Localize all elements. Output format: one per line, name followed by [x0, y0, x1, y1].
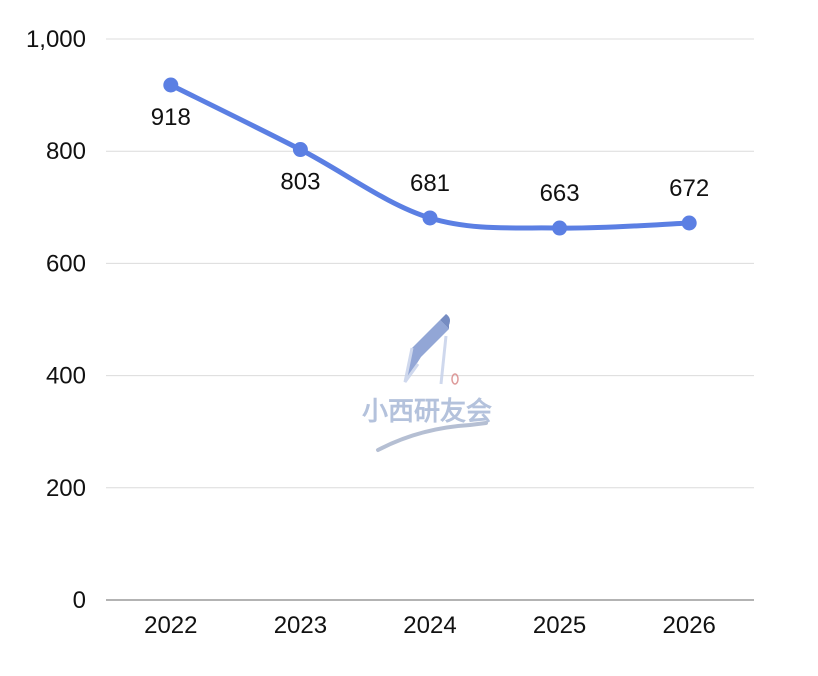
watermark: 小西研友会 [362, 314, 492, 452]
y-tick-label: 600 [46, 250, 86, 277]
data-point [163, 77, 179, 93]
data-label: 672 [669, 175, 709, 202]
y-tick-label: 0 [73, 587, 86, 614]
y-tick-label: 200 [46, 475, 86, 502]
data-label: 918 [151, 104, 191, 131]
x-tick-label: 2022 [144, 612, 197, 639]
x-tick-label: 2025 [533, 612, 586, 639]
x-axis: 2022 2023 2024 2025 2026 [144, 612, 716, 639]
data-point [681, 215, 697, 231]
y-tick-label: 800 [46, 138, 86, 165]
x-tick-label: 2024 [403, 612, 456, 639]
y-axis: 0 200 400 600 800 1,000 [26, 26, 86, 614]
data-label: 663 [540, 180, 580, 207]
data-point [422, 210, 438, 226]
pen-icon [403, 314, 459, 385]
data-point [552, 220, 568, 236]
y-tick-label: 400 [46, 363, 86, 390]
watermark-text: 小西研友会 [362, 397, 492, 427]
x-tick-label: 2026 [663, 612, 716, 639]
watermark-swoosh [376, 421, 488, 452]
grid-lines [106, 38, 754, 601]
data-label: 803 [280, 169, 320, 196]
series-line [168, 82, 692, 231]
data-point [292, 142, 308, 158]
data-labels: 918 803 681 663 672 [151, 104, 709, 207]
data-points [163, 77, 697, 236]
x-tick-label: 2023 [274, 612, 327, 639]
y-tick-label: 1,000 [26, 26, 86, 53]
data-label: 681 [410, 170, 450, 197]
